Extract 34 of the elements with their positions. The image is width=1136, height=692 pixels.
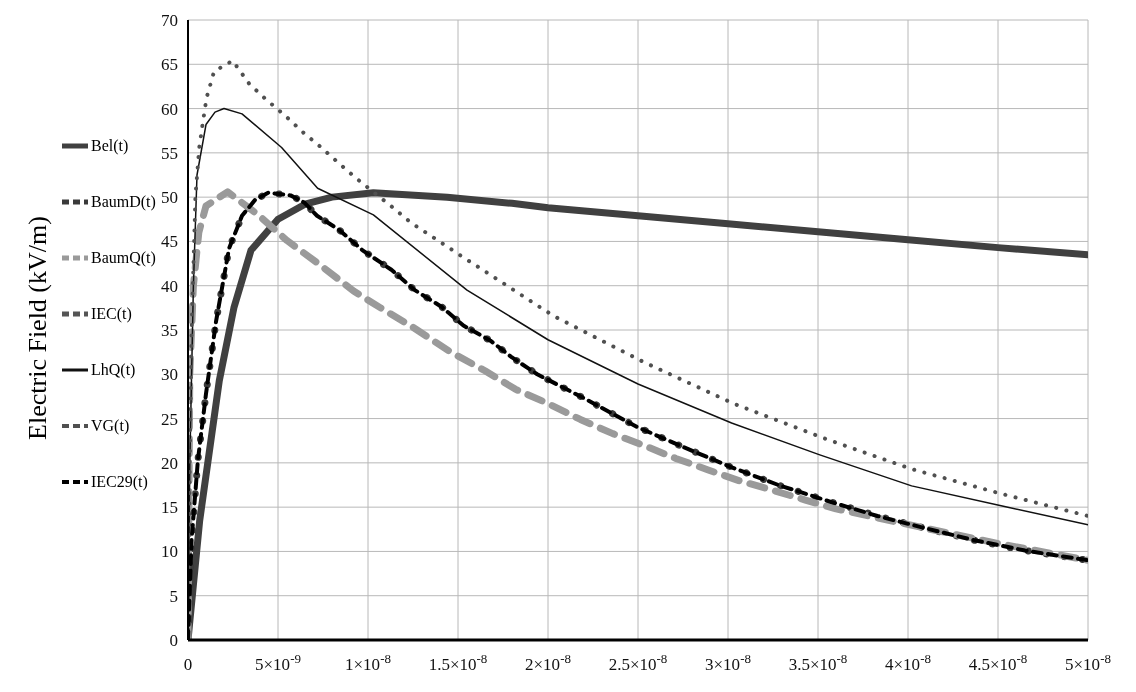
y-tick-label: 45	[161, 232, 178, 252]
y-tick-label: 20	[161, 453, 178, 473]
legend-label: LhQ(t)	[91, 361, 136, 379]
y-tick-label: 10	[161, 542, 178, 562]
legend-label: BaumQ(t)	[91, 249, 156, 267]
x-tick-label: 5×10$^{-9}$	[255, 650, 301, 674]
x-tick-label: 2×10$^{-8}$	[525, 650, 571, 674]
y-tick-label: 40	[161, 276, 178, 296]
legend-label: BaumD(t)	[91, 193, 156, 211]
x-tick-label: 4×10$^{-8}$	[885, 650, 931, 674]
x-tick-label: 3.5×10$^{-8}$	[788, 650, 848, 674]
x-tick-label: 3×10$^{-8}$	[705, 650, 751, 674]
x-tick-label: 5×10$^{-8}$	[1065, 650, 1111, 674]
legend-label: VG(t)	[91, 417, 130, 435]
y-tick-label: 35	[161, 321, 178, 340]
y-tick-label: 30	[161, 365, 178, 385]
x-tick-label: 1.5×10$^{-8}$	[428, 650, 488, 674]
y-tick-label: 50	[161, 188, 178, 208]
legend-label: Bel(t)	[91, 137, 129, 155]
y-tick-label: 5	[169, 586, 178, 606]
legend-label: IEC29(t)	[91, 473, 148, 491]
y-tick-label: 15	[161, 498, 178, 518]
y-tick-label: 25	[161, 409, 178, 429]
y-tick-label: 70	[161, 11, 178, 30]
legend-label: IEC(t)	[91, 305, 132, 323]
x-tick-label: 1×10$^{-8}$	[345, 650, 391, 674]
y-tick-label: 55	[161, 143, 178, 163]
y-tick-label: 0	[169, 631, 178, 650]
x-tick-label: 4.5×10$^{-8}$	[968, 650, 1028, 674]
y-tick-label: 60	[161, 99, 178, 119]
x-tick-label: 2.5×10$^{-8}$	[608, 650, 668, 674]
y-tick-label: 65	[161, 55, 178, 75]
x-tick-label: 0	[183, 655, 193, 674]
y-axis-title: Electric Field (kV/m)	[23, 216, 53, 440]
